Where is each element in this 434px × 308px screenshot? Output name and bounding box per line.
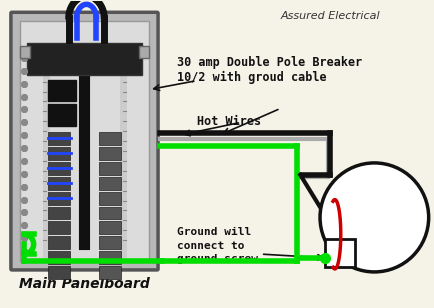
Bar xyxy=(48,162,70,175)
Bar xyxy=(48,132,70,145)
Bar xyxy=(99,266,120,279)
Bar xyxy=(99,236,120,249)
Bar xyxy=(48,207,70,219)
Text: Ground will
connect to
ground screw: Ground will connect to ground screw xyxy=(176,227,257,264)
Bar xyxy=(48,147,70,160)
Text: Assured Electrical: Assured Electrical xyxy=(280,11,379,21)
Bar xyxy=(20,21,149,261)
Bar xyxy=(48,80,76,101)
Bar xyxy=(99,132,120,145)
Bar xyxy=(99,162,120,175)
Bar xyxy=(48,104,76,126)
Bar xyxy=(99,251,120,264)
Bar xyxy=(48,177,70,190)
Bar xyxy=(20,46,30,58)
Bar xyxy=(48,236,70,249)
Bar xyxy=(324,239,354,267)
Bar xyxy=(48,221,70,234)
Bar xyxy=(26,43,142,75)
Bar xyxy=(99,147,120,160)
Text: Hot Wires: Hot Wires xyxy=(196,116,260,128)
Text: 30 amp Double Pole Breaker
10/2 with groud cable: 30 amp Double Pole Breaker 10/2 with gro… xyxy=(176,56,361,84)
Bar xyxy=(48,192,70,205)
Bar xyxy=(48,266,70,279)
Circle shape xyxy=(319,163,427,272)
Bar xyxy=(99,177,120,190)
Bar xyxy=(99,192,120,205)
Bar xyxy=(99,221,120,234)
FancyBboxPatch shape xyxy=(11,12,158,270)
Bar xyxy=(99,207,120,219)
Bar xyxy=(48,251,70,264)
Bar xyxy=(139,46,149,58)
Text: Main Panelboard: Main Panelboard xyxy=(19,277,149,291)
